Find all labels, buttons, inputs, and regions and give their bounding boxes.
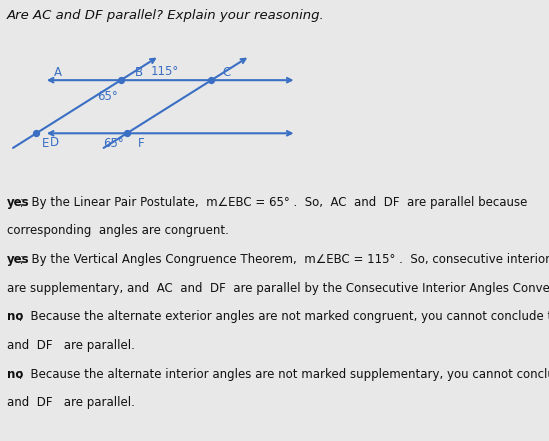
Text: ;  Because the alternate exterior angles are not marked congruent, you cannot co: ; Because the alternate exterior angles …: [19, 310, 549, 323]
Text: corresponding  angles are congruent.: corresponding angles are congruent.: [7, 224, 229, 237]
Point: [207, 77, 216, 84]
Text: ;  Because the alternate interior angles are not marked supplementary, you canno: ; Because the alternate interior angles …: [19, 368, 549, 381]
Point: [122, 130, 131, 137]
Text: 115°: 115°: [151, 65, 179, 78]
Text: are supplementary, and  AC  and  DF  are parallel by the Consecutive Interior An: are supplementary, and AC and DF are par…: [7, 282, 549, 295]
Text: E: E: [42, 137, 49, 149]
Text: B: B: [135, 66, 143, 79]
Text: D: D: [51, 136, 59, 149]
Text: and  DF   are parallel.: and DF are parallel.: [7, 339, 135, 352]
Text: no: no: [7, 310, 24, 323]
Text: A: A: [54, 66, 61, 78]
Text: F: F: [138, 137, 144, 149]
Text: ;  By the Vertical Angles Congruence Theorem,  m∠EBC = 115° .  So, consecutive i: ; By the Vertical Angles Congruence Theo…: [20, 253, 549, 266]
Text: yes: yes: [7, 196, 30, 209]
Text: C: C: [222, 66, 231, 79]
Text: and  DF   are parallel.: and DF are parallel.: [7, 396, 135, 409]
Text: ;  By the Linear Pair Postulate,  m∠EBC = 65° .  So,  AC  and  DF  are parallel : ; By the Linear Pair Postulate, m∠EBC = …: [20, 196, 528, 209]
Text: Are AC and DF parallel? Explain your reasoning.: Are AC and DF parallel? Explain your rea…: [7, 9, 324, 22]
Text: yes: yes: [7, 253, 30, 266]
Point: [116, 77, 125, 84]
Text: no: no: [7, 368, 24, 381]
Text: 65°: 65°: [103, 137, 124, 149]
Text: 65°: 65°: [97, 90, 118, 103]
Point: [32, 130, 41, 137]
